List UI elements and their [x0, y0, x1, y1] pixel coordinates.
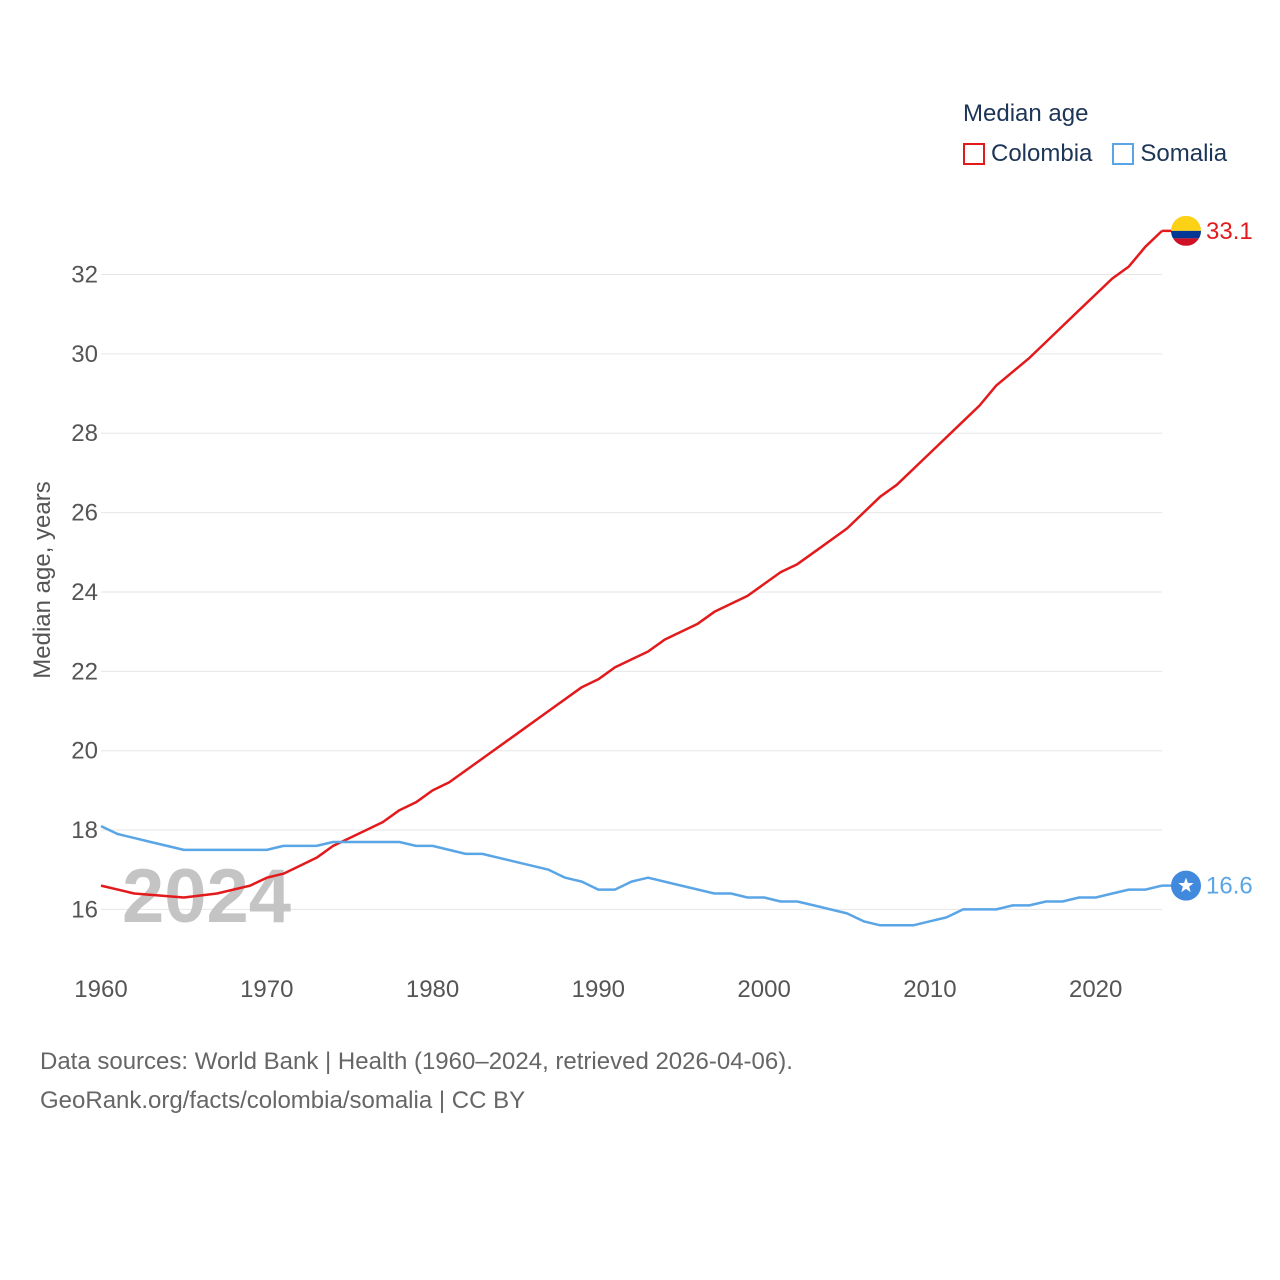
legend-label-somalia: Somalia [1140, 140, 1228, 167]
footer: Data sources: World Bank | Health (1960–… [40, 1042, 793, 1120]
x-tick-label: 1970 [240, 976, 293, 1003]
y-tick-label: 32 [71, 262, 98, 289]
somalia-flag-icon [1171, 870, 1201, 901]
legend-label-colombia: Colombia [991, 140, 1093, 167]
x-tick-label: 1980 [406, 976, 459, 1003]
end-value-label-somalia: 16.6 [1206, 873, 1253, 900]
legend-item-somalia[interactable]: Somalia [1112, 140, 1227, 168]
x-tick-label: 2000 [737, 976, 790, 1003]
x-tick-label: 1990 [572, 976, 625, 1003]
y-tick-label: 28 [71, 420, 98, 447]
y-tick-label: 18 [71, 817, 98, 844]
y-axis-label: Median age, years [29, 481, 56, 678]
legend: Median age Colombia Somalia [963, 100, 1227, 168]
y-tick-label: 30 [71, 341, 98, 368]
x-tick-label: 2020 [1069, 976, 1122, 1003]
x-tick-label: 1960 [74, 976, 127, 1003]
series-line-somalia[interactable] [100, 824, 1163, 927]
legend-title: Median age [963, 100, 1089, 127]
end-value-label-colombia: 33.1 [1206, 218, 1253, 245]
colombia-flag-icon [1171, 215, 1201, 246]
legend-swatch-colombia [963, 143, 985, 165]
data-source-note: Data sources: World Bank | Health (1960–… [40, 1048, 793, 1075]
y-tick-label: 22 [71, 658, 98, 685]
y-tick-label: 16 [71, 896, 98, 923]
y-tick-label: 20 [71, 738, 98, 765]
y-tick-label: 24 [71, 579, 98, 606]
x-tick-label: 2010 [903, 976, 956, 1003]
year-watermark: 2024 [122, 854, 291, 939]
legend-swatch-somalia [1112, 143, 1135, 165]
attribution-link[interactable]: GeoRank.org/facts/colombia/somalia | CC … [40, 1087, 526, 1114]
series-line-colombia[interactable] [100, 229, 1163, 899]
y-tick-label: 26 [71, 500, 98, 527]
legend-item-colombia[interactable]: Colombia [963, 140, 1092, 168]
